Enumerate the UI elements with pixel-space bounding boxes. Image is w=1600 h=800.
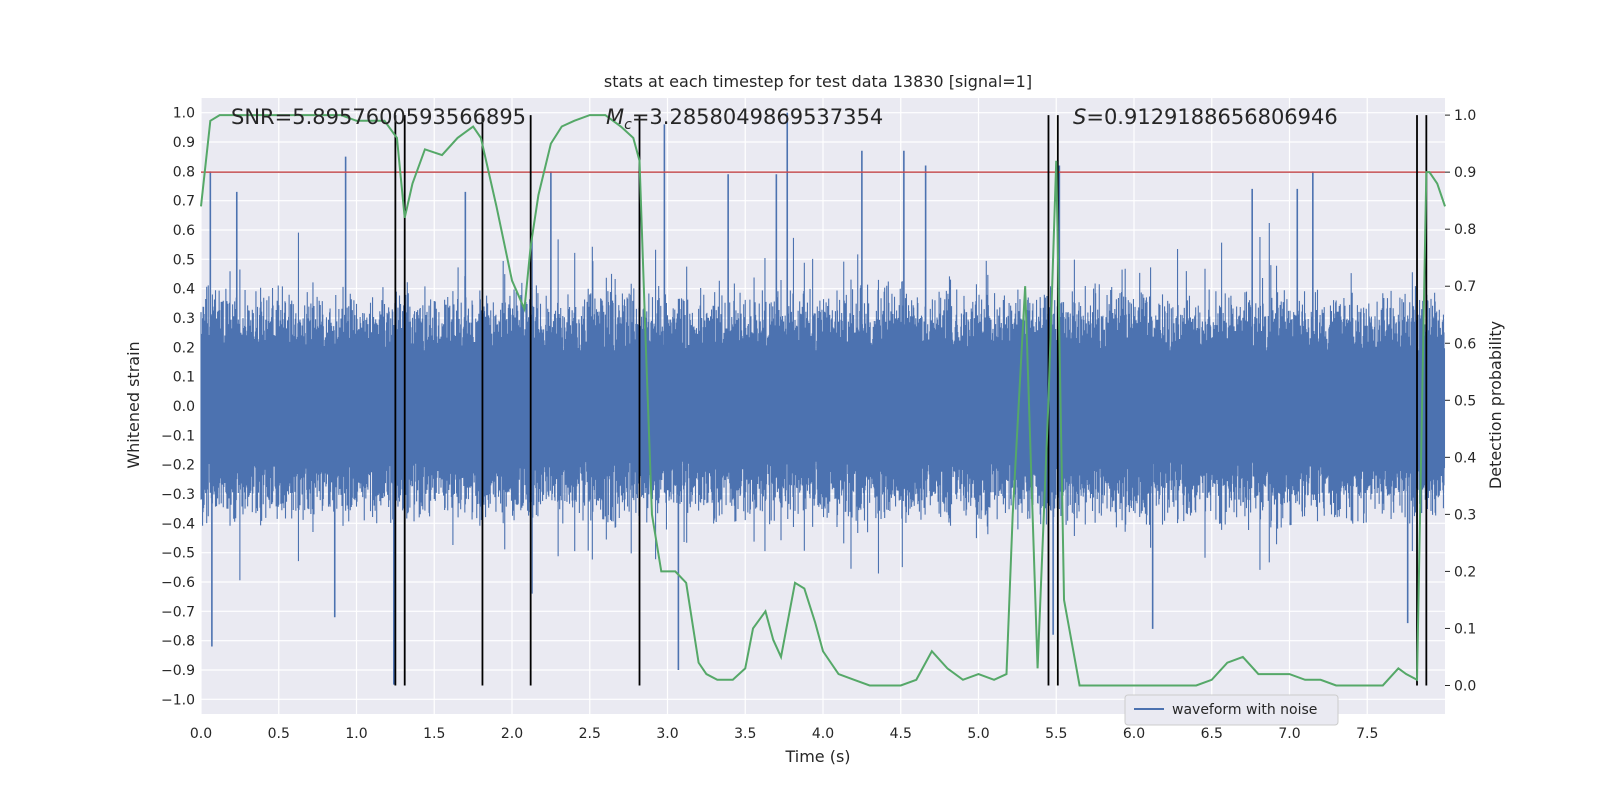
y-left-tick-label: 0.9 <box>173 135 195 151</box>
x-tick-label: 5.5 <box>1045 726 1067 742</box>
y-left-tick-label: −0.2 <box>161 458 195 474</box>
y-right-tick-label: 1.0 <box>1454 108 1476 124</box>
y-right-tick-label: 0.6 <box>1454 336 1476 352</box>
y-left-axis-ticks: 1.0 0.9 0.8 0.7 0.6 0.5 0.4 0.3 0.2 0.1 0.0 −0.1 −0.… <box>161 106 195 709</box>
y-right-tick-label: 0.8 <box>1454 222 1476 238</box>
x-axis-ticks: 0.0 0.5 1.0 1.5 2.0 2.5 3.0 3.5 4.0 4.5 5.0 5.5 6.0 6… <box>190 726 1379 742</box>
y-left-tick-label: 0.7 <box>173 194 195 210</box>
y-right-tick-label: 0.3 <box>1454 507 1476 523</box>
x-tick-label: 0.0 <box>190 726 212 742</box>
y-right-axis-ticks: 1.0 0.9 0.8 0.7 0.6 0.5 0.4 0.3 0.2 0.1 0.0 <box>1445 108 1476 694</box>
y-left-tick-label: 0.8 <box>173 164 195 180</box>
spin-annotation: S=0.9129188656806946 <box>1073 105 1338 129</box>
chirp-mass-annotation: Mc=3.2858049869537354 <box>606 105 883 133</box>
y-left-tick-label: −0.7 <box>161 604 195 620</box>
chirp-mass-symbol: M <box>606 105 624 129</box>
probability-line <box>200 114 1446 687</box>
y-left-tick-label: −0.3 <box>161 487 195 503</box>
y-right-tick-label: 0.2 <box>1454 564 1476 580</box>
x-tick-label: 4.5 <box>890 726 912 742</box>
y-left-tick-label: −1.0 <box>161 692 195 708</box>
y-right-tick-label: 0.4 <box>1454 450 1476 466</box>
x-tick-label: 0.5 <box>268 726 290 742</box>
y-left-tick-label: −0.8 <box>161 634 195 650</box>
x-tick-label: 7.5 <box>1356 726 1378 742</box>
y-left-tick-label: −0.4 <box>161 516 195 532</box>
x-tick-label: 6.0 <box>1123 726 1145 742</box>
y-left-tick-label: 0.2 <box>173 340 195 356</box>
y-left-tick-label: 1.0 <box>173 106 195 122</box>
y-right-axis-label: Detection probability <box>1486 321 1505 489</box>
y-right-tick-label: 0.1 <box>1454 621 1476 637</box>
x-tick-label: 4.0 <box>812 726 834 742</box>
y-left-axis-label: Whitened strain <box>124 341 143 468</box>
spin-symbol: S <box>1073 105 1086 129</box>
y-left-tick-label: −0.1 <box>161 428 195 444</box>
x-axis-label: Time (s) <box>784 747 850 766</box>
x-tick-label: 1.5 <box>423 726 445 742</box>
x-tick-label: 6.5 <box>1201 726 1223 742</box>
waveform-series <box>200 112 1446 685</box>
x-tick-label: 7.0 <box>1278 726 1300 742</box>
snr-annotation: SNR=5.8957600593566895 <box>231 105 526 129</box>
y-left-tick-label: 0.3 <box>173 311 195 327</box>
y-left-tick-label: −0.6 <box>161 575 195 591</box>
chirp-mass-value: =3.2858049869537354 <box>632 105 883 129</box>
x-tick-label: 1.0 <box>345 726 367 742</box>
x-tick-label: 3.5 <box>734 726 756 742</box>
x-tick-label: 2.5 <box>579 726 601 742</box>
y-right-tick-label: 0.9 <box>1454 165 1476 181</box>
y-left-tick-label: 0.4 <box>173 282 195 298</box>
y-left-tick-label: 0.5 <box>173 252 195 268</box>
detection-probability-series <box>200 114 1446 687</box>
legend-box <box>1124 694 1339 726</box>
x-tick-label: 5.0 <box>967 726 989 742</box>
legend: waveform with noise <box>1124 694 1339 726</box>
y-left-tick-label: −0.5 <box>161 546 195 562</box>
y-right-tick-label: 0.7 <box>1454 279 1476 295</box>
y-right-tick-label: 0.5 <box>1454 393 1476 409</box>
y-left-tick-label: 0.1 <box>173 370 195 386</box>
x-tick-label: 2.0 <box>501 726 523 742</box>
y-left-tick-label: −0.9 <box>161 663 195 679</box>
spin-value: =0.9129188656806946 <box>1086 105 1337 129</box>
y-left-tick-label: 0.6 <box>173 223 195 239</box>
y-left-tick-label: 0.0 <box>173 399 195 415</box>
y-right-tick-label: 0.0 <box>1454 678 1476 694</box>
chirp-mass-subscript: c <box>624 117 632 133</box>
legend-label: waveform with noise <box>1172 702 1317 718</box>
x-tick-label: 3.0 <box>656 726 678 742</box>
waveform-dense-core <box>201 350 1445 462</box>
chart-title: stats at each timestep for test data 138… <box>604 72 1032 91</box>
